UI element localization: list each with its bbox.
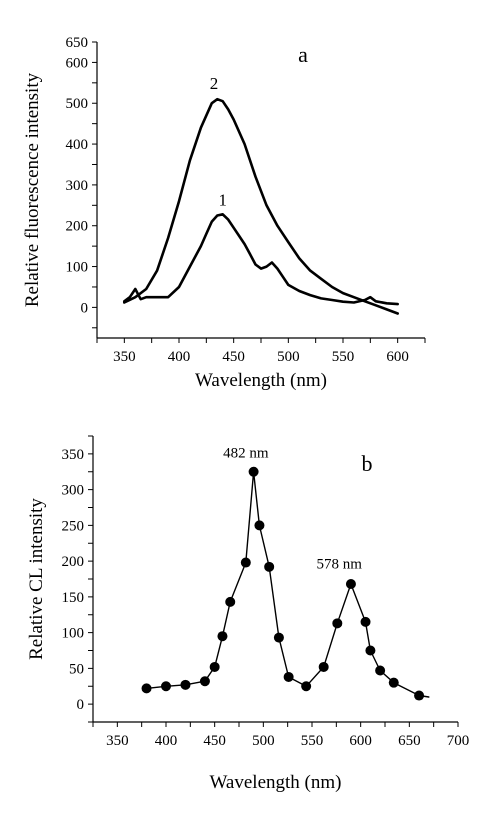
- x-axis-title: Wavelength (nm): [195, 370, 327, 391]
- data-point: [388, 677, 399, 688]
- data-point: [360, 616, 371, 627]
- data-point: [301, 681, 312, 692]
- y-tick-label: 200: [66, 219, 89, 235]
- y-tick-label: 100: [62, 626, 85, 642]
- y-tick-label: 0: [77, 697, 85, 713]
- chart-panel-a: 350 400 450 500 550 600 0 100 200 300 400 500 600 650…: [22, 35, 426, 391]
- data-point: [283, 671, 294, 682]
- panel-letter: a: [298, 42, 308, 67]
- peak-annotation: 578 nm: [317, 556, 363, 572]
- y-tick-label: 150: [62, 590, 85, 606]
- x-axis-title: Wavelength (nm): [210, 772, 342, 793]
- x-tick-label: 400: [168, 349, 191, 365]
- x-tick-label: 600: [349, 733, 372, 749]
- x-tick-label: 700: [447, 733, 470, 749]
- data-point: [240, 557, 251, 568]
- y-axis-title: Relative fluorescence intensity: [22, 72, 43, 307]
- x-tick-label: 400: [155, 733, 178, 749]
- data-point: [199, 676, 210, 687]
- y-tick-label: 250: [62, 518, 85, 534]
- data-point: [264, 561, 275, 572]
- x-tick-label: 550: [301, 733, 324, 749]
- y-axis-title: Relative CL intensity: [26, 498, 47, 660]
- data-point: [332, 618, 343, 629]
- x-tick-label: 650: [398, 733, 421, 749]
- x-tick-label: 450: [222, 349, 245, 365]
- series-line: [123, 213, 400, 306]
- y-tick-label: 400: [66, 137, 89, 153]
- data-point: [273, 632, 284, 643]
- data-point: [248, 466, 259, 477]
- y-tick-label: 300: [66, 178, 89, 194]
- data-point: [225, 596, 236, 607]
- y-tick-label: 200: [62, 554, 85, 570]
- data-point: [141, 683, 152, 694]
- data-point: [345, 579, 356, 590]
- y-tick-label: 350: [62, 447, 85, 463]
- data-point: [414, 690, 425, 701]
- y-tick-label: 500: [66, 96, 89, 112]
- data-point: [365, 645, 376, 656]
- data-point: [209, 661, 220, 672]
- series-label: 1: [218, 190, 227, 209]
- y-tick-label: 650: [66, 35, 89, 51]
- x-tick-label: 500: [277, 349, 300, 365]
- chart-panel-b: 350 400 450 500 550 600 650 700 0 50 100 150 200 250 3…: [26, 435, 470, 793]
- x-tick-label: 550: [332, 349, 355, 365]
- series-line: [123, 97, 400, 315]
- series-line: [145, 471, 430, 698]
- data-point: [254, 520, 265, 531]
- data-point: [161, 681, 171, 692]
- peak-annotation: 482 nm: [223, 445, 269, 461]
- data-point: [180, 679, 191, 690]
- x-tick-label: 350: [106, 733, 129, 749]
- y-tick-label: 600: [66, 55, 89, 71]
- panel-letter: b: [362, 451, 373, 476]
- x-tick-label: 350: [113, 349, 136, 365]
- y-tick-label: 100: [66, 260, 89, 276]
- data-point: [375, 665, 386, 676]
- data-point: [318, 661, 329, 672]
- y-tick-label: 50: [69, 661, 84, 677]
- x-tick-label: 600: [386, 349, 409, 365]
- series-label: 2: [210, 74, 219, 93]
- y-tick-label: 300: [62, 483, 85, 499]
- data-point: [217, 631, 228, 642]
- x-tick-label: 500: [252, 733, 275, 749]
- y-tick-label: 0: [81, 300, 89, 316]
- x-tick-label: 450: [203, 733, 226, 749]
